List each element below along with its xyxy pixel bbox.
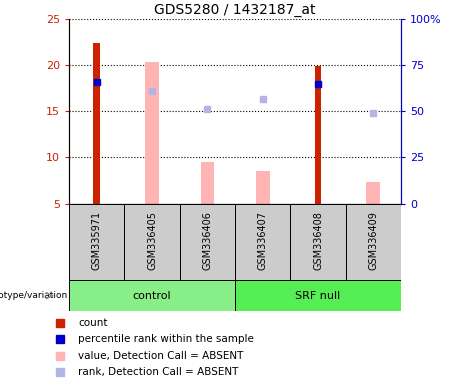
Bar	[69, 204, 124, 280]
Bar	[201, 162, 214, 204]
Bar	[290, 204, 346, 280]
Text: GSM335971: GSM335971	[92, 211, 102, 270]
Text: GSM336408: GSM336408	[313, 211, 323, 270]
Text: GSM336405: GSM336405	[147, 211, 157, 270]
Bar	[235, 280, 401, 311]
Text: rank, Detection Call = ABSENT: rank, Detection Call = ABSENT	[78, 367, 238, 377]
Title: GDS5280 / 1432187_at: GDS5280 / 1432187_at	[154, 3, 316, 17]
Bar	[145, 61, 159, 204]
Bar	[235, 204, 290, 280]
Bar	[315, 66, 321, 204]
Bar	[69, 280, 235, 311]
Text: GSM336406: GSM336406	[202, 211, 213, 270]
Bar	[256, 171, 270, 204]
Text: value, Detection Call = ABSENT: value, Detection Call = ABSENT	[78, 351, 243, 361]
Bar	[366, 182, 380, 204]
Text: GSM336409: GSM336409	[368, 211, 378, 270]
Bar	[94, 43, 100, 204]
Bar	[346, 204, 401, 280]
Text: control: control	[133, 291, 171, 301]
Text: GSM336407: GSM336407	[258, 211, 268, 270]
Text: genotype/variation: genotype/variation	[0, 291, 67, 300]
Text: percentile rank within the sample: percentile rank within the sample	[78, 334, 254, 344]
Text: SRF null: SRF null	[296, 291, 341, 301]
Bar	[180, 204, 235, 280]
Text: count: count	[78, 318, 107, 328]
Bar	[124, 204, 180, 280]
